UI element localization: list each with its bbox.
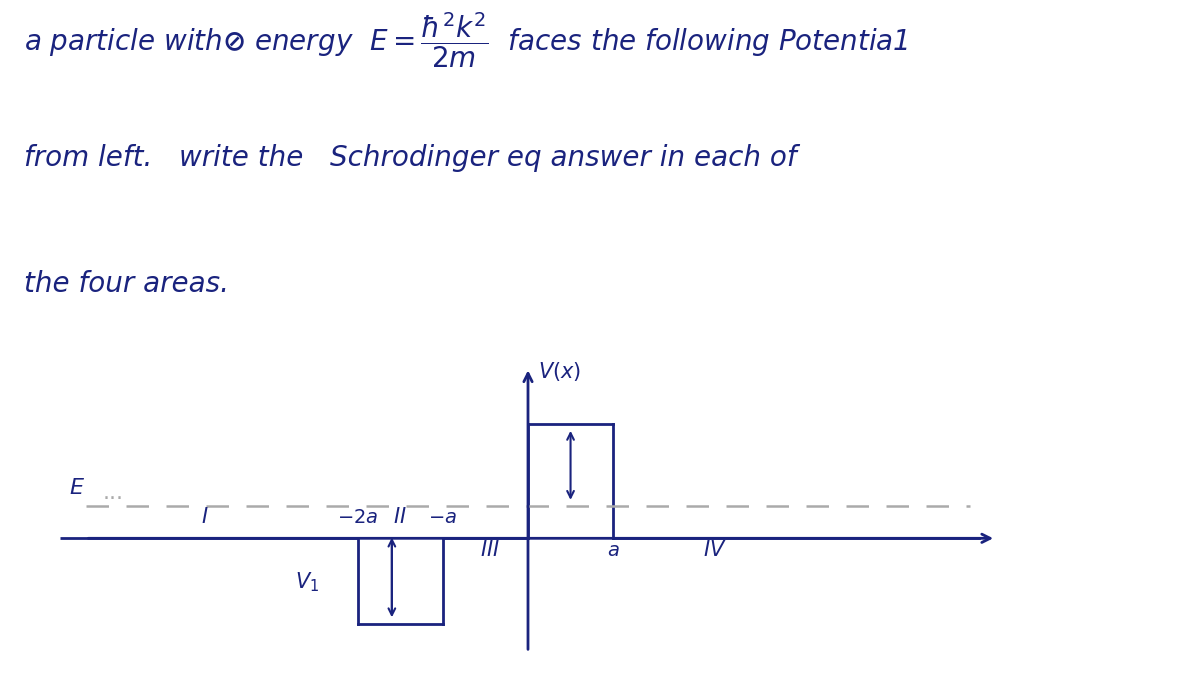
Text: $I$: $I$ [200, 507, 209, 526]
Text: $V(x)$: $V(x)$ [539, 360, 581, 384]
Text: a particle with$\mathbf{\oslash}$ energy  $E = \dfrac{\hbar^2 k^2}{2m}$  faces t: a particle with$\mathbf{\oslash}$ energy… [24, 11, 908, 71]
Text: $V_1$: $V_1$ [295, 570, 319, 594]
Text: the four areas.: the four areas. [24, 271, 229, 299]
Text: $II$: $II$ [394, 507, 407, 526]
Text: ...: ... [102, 483, 124, 503]
Text: $IV$: $IV$ [703, 540, 727, 560]
Text: from left.   write the   Schrodinger eq answer in each of: from left. write the Schrodinger eq answ… [24, 144, 797, 172]
Text: $a$: $a$ [607, 541, 619, 560]
Text: $III$: $III$ [480, 540, 499, 560]
Text: $-a$: $-a$ [428, 508, 457, 526]
Text: $E$: $E$ [68, 478, 84, 498]
Text: $-2a$: $-2a$ [337, 508, 378, 526]
